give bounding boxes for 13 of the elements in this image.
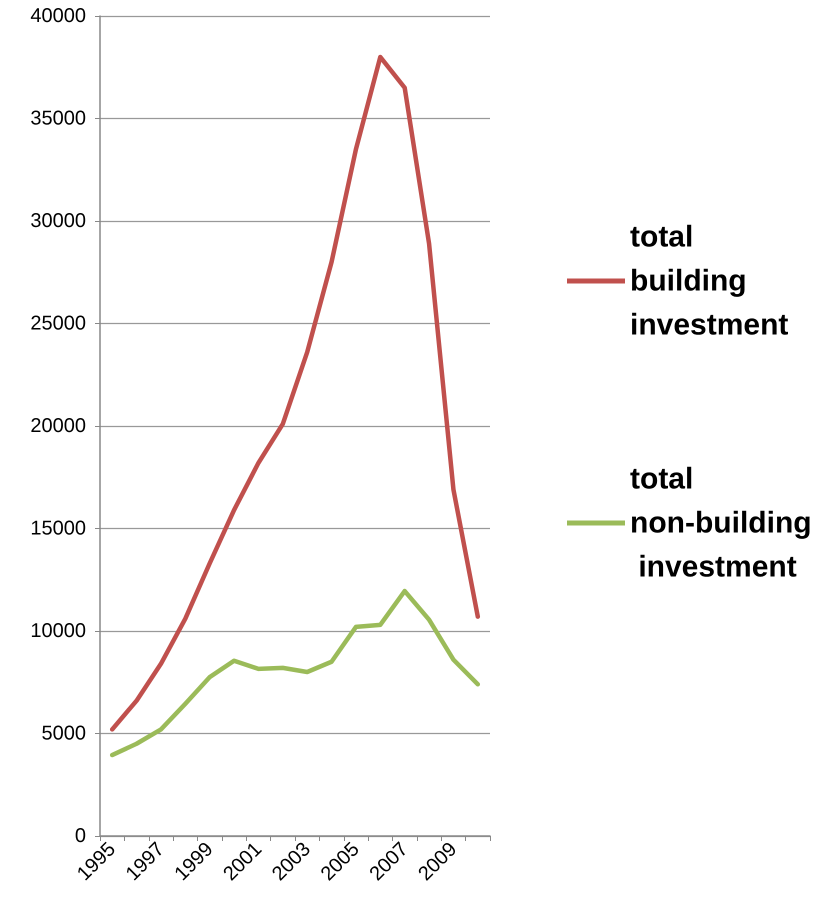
y-tick-label: 15000 [30,518,86,540]
y-tick-label: 40000 [30,5,86,27]
y-tick-label: 25000 [30,312,86,334]
line-series [110,54,480,732]
legend-label: total building investment [630,220,788,342]
y-tick-label: 20000 [30,415,86,437]
y-tick-label: 10000 [30,620,86,642]
legend-label: total non-building investment [630,462,812,584]
y-tick-label: 35000 [30,108,86,130]
line-series [110,588,480,758]
y-tick-label: 5000 [42,722,86,744]
y-tick-label: 0 [74,825,86,847]
y-tick-label: 30000 [30,210,86,232]
